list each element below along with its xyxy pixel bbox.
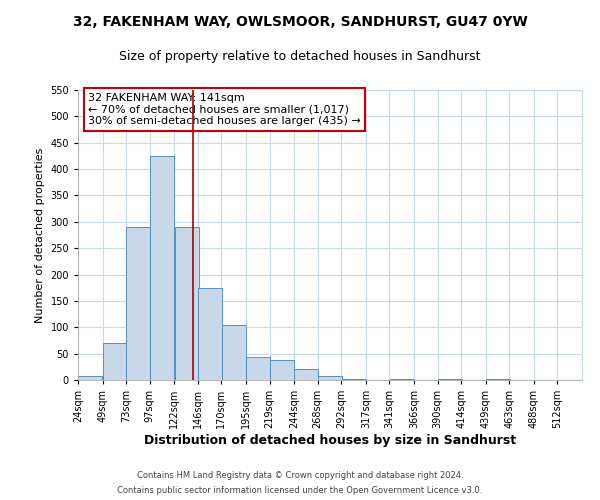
- Bar: [295, 370, 319, 380]
- Bar: [246, 357, 271, 380]
- Bar: [270, 360, 294, 380]
- X-axis label: Distribution of detached houses by size in Sandhurst: Distribution of detached houses by size …: [144, 434, 516, 447]
- Bar: [486, 379, 510, 380]
- Text: Contains HM Land Registry data © Crown copyright and database right 2024.: Contains HM Land Registry data © Crown c…: [137, 471, 463, 480]
- Bar: [341, 379, 365, 380]
- Text: 32, FAKENHAM WAY, OWLSMOOR, SANDHURST, GU47 0YW: 32, FAKENHAM WAY, OWLSMOOR, SANDHURST, G…: [73, 15, 527, 29]
- Bar: [175, 227, 199, 380]
- Bar: [78, 376, 103, 380]
- Bar: [438, 379, 462, 380]
- Y-axis label: Number of detached properties: Number of detached properties: [35, 148, 45, 322]
- Bar: [198, 288, 222, 380]
- Text: Contains public sector information licensed under the Open Government Licence v3: Contains public sector information licen…: [118, 486, 482, 495]
- Bar: [318, 376, 342, 380]
- Bar: [389, 379, 414, 380]
- Bar: [221, 324, 246, 380]
- Bar: [127, 227, 151, 380]
- Text: 32 FAKENHAM WAY: 141sqm
← 70% of detached houses are smaller (1,017)
30% of semi: 32 FAKENHAM WAY: 141sqm ← 70% of detache…: [88, 93, 361, 126]
- Bar: [150, 156, 174, 380]
- Bar: [103, 343, 127, 380]
- Text: Size of property relative to detached houses in Sandhurst: Size of property relative to detached ho…: [119, 50, 481, 63]
